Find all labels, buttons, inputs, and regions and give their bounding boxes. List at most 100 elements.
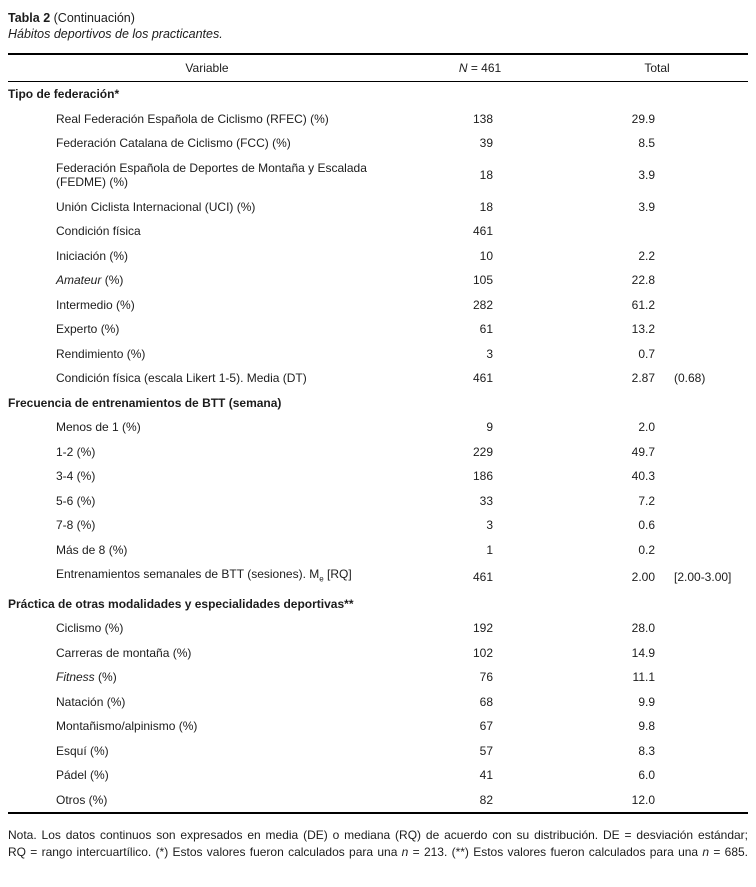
table-row: Más de 8 (%) 1 0.2 [8, 538, 748, 563]
dispersion-value [655, 440, 748, 465]
table-row: Esquí (%) 57 8.3 [8, 739, 748, 764]
note-line-2: RQ = rango intercuartílico. (*) Estos va… [8, 845, 748, 860]
dispersion-value [655, 107, 748, 132]
row-label: Unión Ciclista Internacional (UCI) (%) [56, 199, 256, 214]
section-header: Práctica de otras modalidades y especial… [8, 596, 354, 611]
n-value: 1 [486, 542, 493, 557]
table-header-row: Variable N = 461 Total [8, 53, 748, 82]
row-label: Experto (%) [56, 322, 120, 336]
row-label: Intermedio (%) [56, 297, 135, 312]
column-header-total: Total [644, 61, 670, 75]
section-row: Práctica de otras modalidades y especial… [8, 592, 748, 617]
n-value: 138 [472, 111, 493, 126]
n-value: 18 [479, 167, 493, 182]
row-label: Amateur (%) [56, 273, 124, 287]
n-value: 68 [479, 694, 493, 709]
dispersion-value [655, 641, 748, 666]
row-label: Menos de 1 (%) [56, 420, 141, 434]
table-row: Condición física (escala Likert 1-5). Me… [8, 366, 748, 391]
table-row: Rendimiento (%) 3 0.7 [8, 342, 748, 367]
total-value: 8.3 [638, 743, 655, 758]
row-label: Ciclismo (%) [56, 621, 124, 636]
dispersion-value [655, 415, 748, 440]
table-row: 1-2 (%) 229 49.7 [8, 440, 748, 465]
data-table: Tipo de federación* Real Federación Españ… [8, 82, 749, 815]
total-value: 49.7 [631, 444, 655, 459]
dispersion-value: [2.00-3.00] [674, 569, 732, 584]
dispersion-value [655, 244, 748, 269]
column-header-n: N = 461 [459, 61, 501, 75]
table-row: Carreras de montaña (%) 102 14.9 [8, 641, 748, 666]
dispersion-value [655, 739, 748, 764]
total-value: 28.0 [631, 621, 655, 636]
total-value: 29.9 [631, 111, 655, 126]
total-value: 2.00 [631, 569, 655, 584]
table-row: Fitness (%) 76 11.1 [8, 665, 748, 690]
row-label: Condición física [56, 224, 141, 238]
n-value: 461 [472, 224, 493, 238]
n-value: 282 [472, 297, 493, 312]
row-label: 3-4 (%) [56, 469, 96, 483]
total-value: 3.9 [638, 167, 655, 182]
row-label: Condición física (escala Likert 1-5). Me… [56, 371, 307, 385]
table-row: Experto (%) 61 13.2 [8, 317, 748, 342]
table-row: Entrenamientos semanales de BTT (sesione… [8, 562, 748, 592]
n-value: 3 [486, 346, 493, 361]
note-italic-n: n [702, 845, 710, 860]
row-label: Fitness (%) [56, 670, 117, 685]
n-value: 10 [479, 248, 493, 263]
table-row: Montañismo/alpinismo (%) 67 9.8 [8, 714, 748, 739]
dispersion-value [655, 714, 748, 739]
n-value: 461 [472, 371, 493, 385]
total-value [493, 219, 655, 244]
row-label: Federación Española de Deportes de Monta… [56, 160, 367, 190]
section-header: Frecuencia de entrenamientos de BTT (sem… [8, 395, 282, 410]
row-label-italic: Amateur [56, 273, 102, 287]
total-value: 3.9 [638, 199, 655, 214]
dispersion-value [655, 156, 748, 195]
dispersion-value [655, 268, 748, 293]
table-row: Federación Española de Deportes de Monta… [8, 156, 748, 195]
n-value: 76 [479, 670, 493, 685]
row-label: Real Federación Española de Ciclismo (RF… [56, 111, 329, 126]
row-label: Pádel (%) [56, 768, 109, 783]
total-value: 6.0 [638, 768, 655, 783]
total-value: 9.8 [638, 719, 655, 734]
total-value: 61.2 [631, 297, 655, 312]
table-row: Unión Ciclista Internacional (UCI) (%) 18… [8, 195, 748, 220]
section-row: Frecuencia de entrenamientos de BTT (sem… [8, 391, 748, 416]
table-row: Federación Catalana de Ciclismo (FCC) (%… [8, 131, 748, 156]
table-caption: Tabla 2 (Continuación) Hábitos deportivo… [8, 10, 748, 42]
dispersion-value [655, 489, 748, 514]
table-row: Amateur (%) 105 22.8 [8, 268, 748, 293]
dispersion-value [655, 464, 748, 489]
total-value: 0.2 [638, 542, 655, 557]
total-value: 7.2 [638, 493, 655, 508]
total-value: 0.7 [638, 346, 655, 361]
row-label: 5-6 (%) [56, 493, 96, 508]
n-value: 33 [479, 493, 493, 508]
total-value: 40.3 [631, 469, 655, 483]
n-value: 9 [486, 420, 493, 434]
dispersion-value [655, 131, 748, 156]
note-italic-n: n [401, 845, 409, 860]
dispersion-value [655, 616, 748, 641]
row-label: Esquí (%) [56, 743, 109, 758]
table-row: Otros (%) 82 12.0 [8, 788, 748, 814]
n-value: 82 [479, 792, 493, 807]
table-note: Nota. Los datos continuos son expresados… [8, 827, 748, 861]
row-label: Carreras de montaña (%) [56, 645, 192, 660]
section-header: Tipo de federación* [8, 87, 120, 101]
total-value: 0.6 [638, 518, 655, 532]
n-value: 61 [479, 322, 493, 336]
total-value: 2.2 [638, 248, 655, 263]
n-value: 461 [472, 569, 493, 584]
row-label: 7-8 (%) [56, 518, 96, 532]
dispersion-value: (0.68) [674, 371, 706, 385]
dispersion-value [655, 293, 748, 318]
total-value: 14.9 [631, 645, 655, 660]
row-label: 1-2 (%) [56, 444, 96, 459]
total-value: 12.0 [631, 792, 655, 807]
table-row: Ciclismo (%) 192 28.0 [8, 616, 748, 641]
section-row: Tipo de federación* [8, 82, 748, 107]
